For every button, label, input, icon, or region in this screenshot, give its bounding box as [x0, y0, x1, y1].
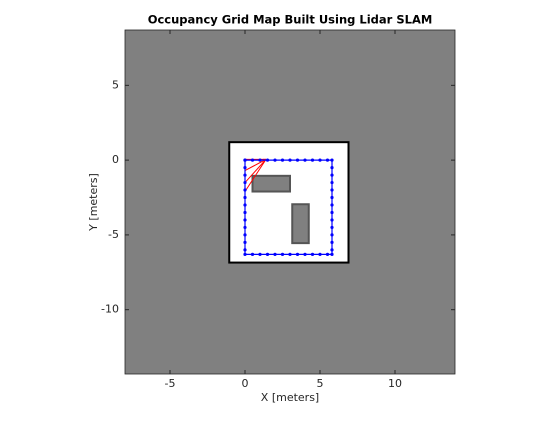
path-point	[318, 252, 322, 256]
path-point	[250, 252, 255, 256]
path-point	[243, 218, 247, 222]
y-tick-label: 0	[112, 153, 119, 166]
path-point	[325, 252, 330, 256]
path-point	[273, 252, 277, 256]
path-point	[265, 252, 270, 256]
path-point	[303, 158, 307, 162]
path-point	[330, 180, 334, 185]
lidar-ray	[244, 158, 267, 172]
y-tick-label: 5	[112, 78, 119, 91]
path-point	[330, 166, 334, 170]
path-point	[330, 195, 334, 200]
path-point	[330, 252, 334, 256]
obstacle	[291, 203, 310, 245]
path-point	[330, 240, 334, 244]
y-tick-label: -10	[101, 303, 119, 316]
x-tick-label: 5	[317, 377, 324, 390]
path-point	[273, 158, 277, 162]
path-point	[330, 210, 334, 215]
x-axis-label: X [meters]	[261, 391, 319, 404]
y-tick-label: -5	[108, 228, 119, 241]
path-point	[330, 225, 334, 230]
path-point	[243, 203, 247, 207]
path-point	[258, 252, 262, 256]
path-point	[258, 158, 262, 162]
path-point	[330, 158, 334, 162]
path-point	[330, 248, 334, 252]
obstacle	[251, 174, 291, 193]
path-point	[243, 248, 247, 252]
path-point	[310, 158, 315, 162]
chart-title: Occupancy Grid Map Built Using Lidar SLA…	[148, 13, 433, 27]
path-point	[280, 252, 285, 256]
path-point	[318, 158, 322, 162]
x-tick-label: -5	[165, 377, 176, 390]
path-point	[295, 158, 300, 162]
path-point	[288, 158, 292, 162]
path-point	[330, 173, 334, 177]
path-point	[310, 252, 315, 256]
path-point	[288, 252, 292, 256]
path-point	[243, 166, 247, 170]
path-point	[243, 240, 247, 244]
path-point	[330, 218, 334, 222]
path-point	[243, 252, 247, 256]
path-point	[243, 173, 247, 177]
free-space	[228, 141, 350, 264]
path-point	[243, 195, 247, 200]
path-point	[243, 188, 247, 192]
path-point	[250, 158, 255, 162]
path-point	[295, 252, 300, 256]
path-point	[243, 225, 247, 230]
lidar-ray	[244, 159, 267, 183]
path-point	[325, 158, 330, 162]
path-point	[243, 210, 247, 215]
path-point	[330, 203, 334, 207]
path-point	[303, 252, 307, 256]
lidar-ray	[244, 159, 267, 192]
y-axis-label: Y [meters]	[87, 173, 100, 232]
x-tick-label: 10	[388, 377, 402, 390]
path-point	[243, 180, 247, 185]
path-point	[280, 158, 285, 162]
path-point	[265, 158, 270, 162]
path-point	[243, 158, 247, 162]
path-point	[330, 188, 334, 192]
path-point	[330, 233, 334, 237]
x-tick-label: 0	[242, 377, 249, 390]
path-point	[243, 233, 247, 237]
axes-box	[124, 29, 456, 375]
